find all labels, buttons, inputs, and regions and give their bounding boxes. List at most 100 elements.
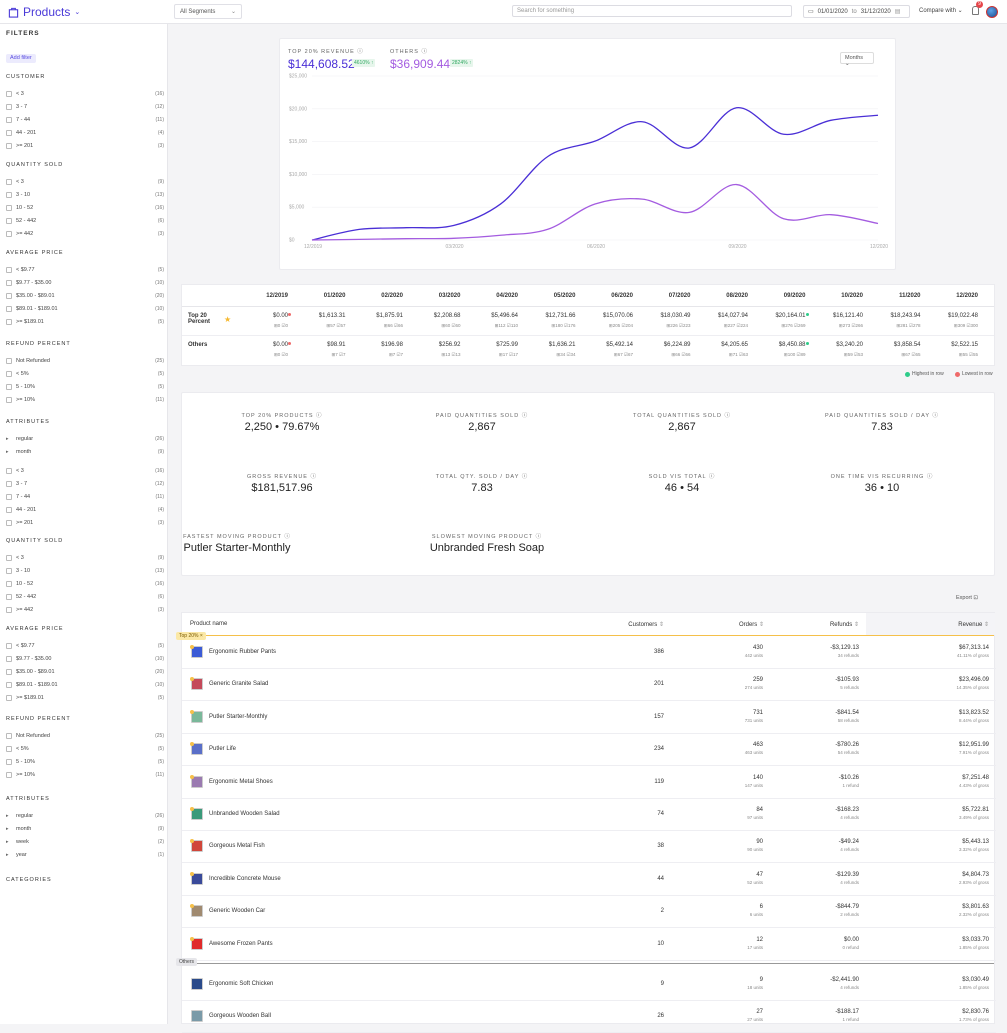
expand-arrow-icon[interactable]: ▸ [6,436,16,442]
checkbox[interactable] [6,555,12,561]
checkbox[interactable] [6,205,12,211]
checkbox[interactable] [6,759,12,765]
filter-checkbox-option[interactable]: 10 - 52(16) [6,577,164,590]
filter-checkbox-option[interactable]: < $9.77(5) [6,263,164,276]
checkbox[interactable] [6,468,12,474]
checkbox[interactable] [6,656,12,662]
filter-checkbox-option[interactable]: < $9.77(5) [6,639,164,652]
checkbox[interactable] [6,117,12,123]
filter-checkbox-option[interactable]: $89.01 - $189.01(10) [6,678,164,691]
filter-checkbox-option[interactable]: $89.01 - $189.01(10) [6,302,164,315]
app-title[interactable]: Products ⌄ [8,5,80,19]
checkbox[interactable] [6,293,12,299]
filter-checkbox-option[interactable]: $35.00 - $89.01(20) [6,289,164,302]
checkbox[interactable] [6,520,12,526]
checkbox[interactable] [6,192,12,198]
filter-checkbox-option[interactable]: < 3(16) [6,87,164,100]
product-name[interactable]: Generic Granite Salad [209,681,268,687]
product-name[interactable]: Awesome Frozen Pants [209,941,273,947]
header-refunds[interactable]: Refunds ⇕ [797,621,859,628]
filter-checkbox-option[interactable]: >= 10%(11) [6,393,164,406]
checkbox[interactable] [6,231,12,237]
attribute-tree-item[interactable]: ▸regular(26) [6,432,164,445]
checkbox[interactable] [6,733,12,739]
filter-checkbox-option[interactable]: >= 442(3) [6,227,164,240]
filter-checkbox-option[interactable]: 7 - 44(11) [6,490,164,503]
checkbox[interactable] [6,384,12,390]
expand-arrow-icon[interactable]: ▸ [6,813,16,819]
filter-checkbox-option[interactable]: >= 10%(11) [6,768,164,781]
product-name[interactable]: Generic Wooden Car [209,908,265,914]
checkbox[interactable] [6,91,12,97]
filter-checkbox-option[interactable]: 5 - 10%(5) [6,380,164,393]
avatar[interactable] [986,6,998,18]
product-name[interactable]: Ergonomic Soft Chicken [209,981,273,987]
checkbox[interactable] [6,371,12,377]
filter-checkbox-option[interactable]: < 3(9) [6,551,164,564]
filter-checkbox-option[interactable]: < 5%(5) [6,367,164,380]
checkbox[interactable] [6,507,12,513]
checkbox[interactable] [6,494,12,500]
checkbox[interactable] [6,695,12,701]
filter-checkbox-option[interactable]: >= 201(3) [6,516,164,529]
expand-arrow-icon[interactable]: ▸ [6,449,16,455]
attribute-tree-item[interactable]: ▸month(9) [6,445,164,458]
attribute-tree-item[interactable]: ▸month(9) [6,822,164,835]
filter-checkbox-option[interactable]: 44 - 201(4) [6,126,164,139]
expand-arrow-icon[interactable]: ▸ [6,839,16,845]
checkbox[interactable] [6,772,12,778]
filter-checkbox-option[interactable]: $35.00 - $89.01(20) [6,665,164,678]
filter-checkbox-option[interactable]: 3 - 10(13) [6,188,164,201]
expand-arrow-icon[interactable]: ▸ [6,852,16,858]
product-name[interactable]: Putler Life [209,746,236,752]
date-range-picker[interactable]: ▭ 01/01/2020 to 31/12/2020 ▤ [803,5,910,18]
checkbox[interactable] [6,594,12,600]
checkbox[interactable] [6,306,12,312]
filter-checkbox-option[interactable]: >= 201(3) [6,139,164,152]
filter-checkbox-option[interactable]: >= $189.01(5) [6,315,164,328]
product-name[interactable]: Ergonomic Rubber Pants [209,649,276,655]
filter-checkbox-option[interactable]: 7 - 44(11) [6,113,164,126]
filter-checkbox-option[interactable]: < 3(9) [6,175,164,188]
checkbox[interactable] [6,358,12,364]
header-customers[interactable]: Customers ⇕ [602,621,664,628]
filter-checkbox-option[interactable]: 52 - 442(6) [6,214,164,227]
filter-checkbox-option[interactable]: $9.77 - $35.00(10) [6,652,164,665]
checkbox[interactable] [6,267,12,273]
header-orders[interactable]: Orders ⇕ [702,621,764,628]
checkbox[interactable] [6,581,12,587]
attribute-tree-item[interactable]: ▸year(1) [6,848,164,861]
checkbox[interactable] [6,143,12,149]
filter-checkbox-option[interactable]: >= 442(3) [6,603,164,616]
checkbox[interactable] [6,669,12,675]
product-name[interactable]: Gorgeous Wooden Ball [209,1013,271,1019]
search-input[interactable]: Search for something [512,5,792,17]
filter-checkbox-option[interactable]: >= $189.01(5) [6,691,164,704]
checkbox[interactable] [6,179,12,185]
product-name[interactable]: Ergonomic Metal Shoes [209,779,273,785]
checkbox[interactable] [6,280,12,286]
filter-checkbox-option[interactable]: 52 - 442(6) [6,590,164,603]
filter-checkbox-option[interactable]: 3 - 10(13) [6,564,164,577]
export-button[interactable]: Export ⊡ [956,595,978,601]
checkbox[interactable] [6,643,12,649]
filter-checkbox-option[interactable]: 44 - 201(4) [6,503,164,516]
attribute-tree-item[interactable]: ▸week(2) [6,835,164,848]
filter-checkbox-option[interactable]: 3 - 7(12) [6,100,164,113]
filter-checkbox-option[interactable]: < 3(16) [6,464,164,477]
checkbox[interactable] [6,607,12,613]
filter-checkbox-option[interactable]: Not Refunded(25) [6,354,164,367]
attribute-tree-item[interactable]: ▸regular(26) [6,809,164,822]
checkbox[interactable] [6,397,12,403]
segment-select[interactable]: All Segments ⌄ [174,4,242,19]
add-filter-button[interactable]: Add filter [6,54,36,63]
header-product-name[interactable]: Product name [190,621,227,627]
